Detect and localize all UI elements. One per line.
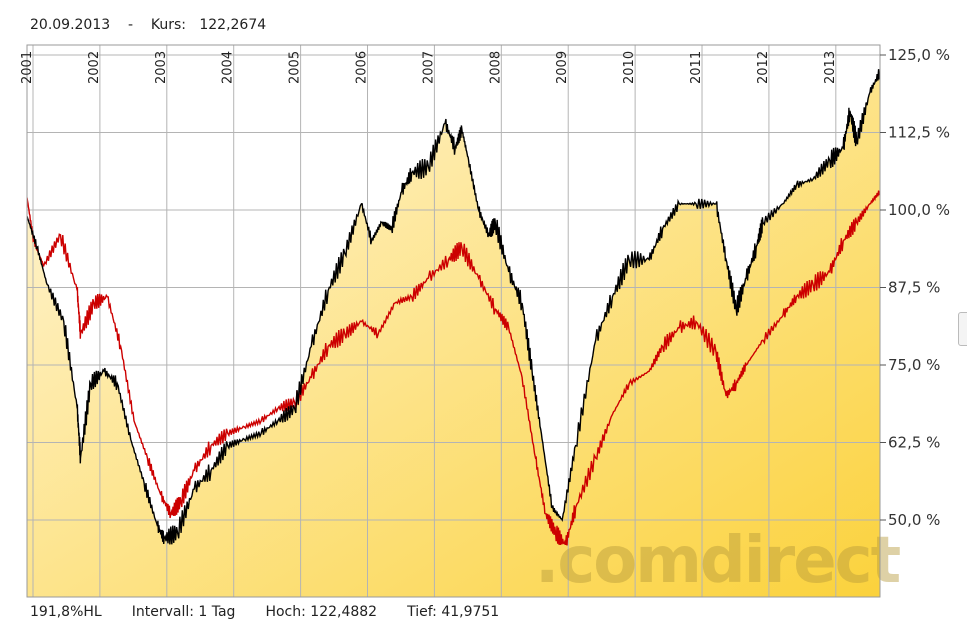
interval-label: Intervall: 1 Tag <box>131 604 236 620</box>
high-label: Hoch: 122,4882 <box>265 604 378 620</box>
kurs-label: Kurs: <box>150 17 186 33</box>
y-tick-label: 100,0 % <box>888 201 950 219</box>
y-tick-label: 62,5 % <box>888 434 940 452</box>
chart-footer: 191,8%HL Intervall: 1 Tag Hoch: 122,4882… <box>30 604 499 620</box>
x-tick-label: 2005 <box>288 51 303 84</box>
kurs-value: 122,2674 <box>199 17 267 33</box>
range-label: 191,8%HL <box>30 604 102 620</box>
x-tick-label: 2013 <box>823 51 838 84</box>
x-tick-label: 2012 <box>756 51 771 84</box>
comdirect-watermark: .comdirect <box>535 524 901 598</box>
grid-lines <box>27 45 880 597</box>
y-tick-label: 75,0 % <box>888 356 940 374</box>
x-tick-label: 2006 <box>355 51 370 84</box>
x-tick-label: 2009 <box>555 51 570 84</box>
low-label: Tief: 41,9751 <box>407 604 500 620</box>
x-tick-label: 2003 <box>154 51 169 84</box>
date-label: 20.09.2013 <box>30 17 111 33</box>
x-tick-label: 2002 <box>87 51 102 84</box>
series-compare-line <box>27 190 880 546</box>
header-separator: - <box>127 17 134 33</box>
y-axis-ticks: 50,0 % 62,5 % 75,0 % 87,5 % 100,0 % 112,5 % 12… <box>880 46 950 529</box>
x-tick-label: 2001 <box>20 51 35 84</box>
plot-frame <box>26 44 881 598</box>
x-tick-label: 2010 <box>622 51 637 84</box>
x-tick-label: 2007 <box>421 51 436 84</box>
y-tick-label: 87,5 % <box>888 279 940 297</box>
y-tick-label: 125,0 % <box>888 46 950 64</box>
x-tick-label: 2004 <box>221 51 236 84</box>
chart-header: 20.09.2013 - Kurs: 122,2674 <box>30 17 266 33</box>
side-scroll-handle[interactable] <box>958 312 967 346</box>
series-main-line <box>27 69 880 545</box>
area-fill <box>27 69 880 597</box>
x-tick-label: 2011 <box>689 51 704 84</box>
x-tick-label: 2008 <box>488 51 503 84</box>
y-tick-label: 112,5 % <box>888 124 950 142</box>
y-tick-label: 50,0 % <box>888 511 940 529</box>
x-axis-ticks: 2001 2002 2003 2004 2005 2006 2007 2008 2009 2010… <box>20 51 838 84</box>
